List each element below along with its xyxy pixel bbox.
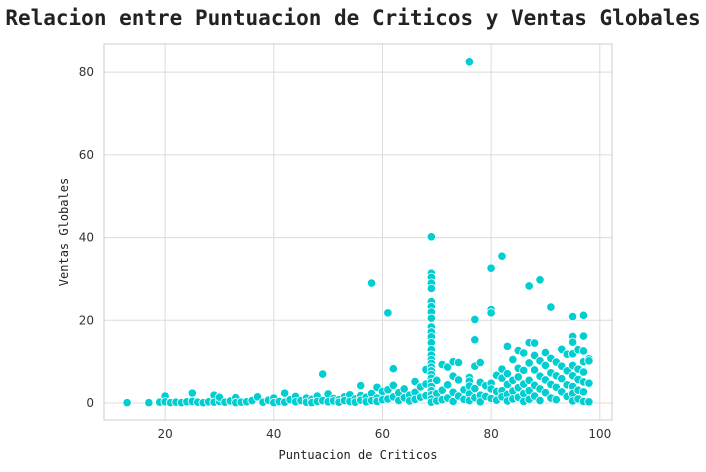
y-tick-label: 60 <box>79 148 94 162</box>
data-point <box>388 380 398 390</box>
data-point <box>524 281 534 291</box>
data-point <box>502 341 513 351</box>
plot-frame <box>103 43 613 421</box>
data-point <box>497 251 507 261</box>
data-point <box>578 367 589 377</box>
data-point <box>388 364 398 374</box>
data-point <box>475 397 485 407</box>
data-point <box>443 380 453 390</box>
grid-lines <box>104 44 612 420</box>
y-tick-labels: 0 20 40 60 80 <box>79 65 94 410</box>
data-point <box>443 362 453 372</box>
data-point <box>519 365 529 375</box>
data-point <box>383 308 393 318</box>
chart-title: Relacion entre Puntuacion de Criticos y … <box>5 6 701 30</box>
data-point <box>578 310 589 320</box>
data-point <box>578 387 589 397</box>
data-point <box>426 232 436 242</box>
data-point <box>122 398 132 408</box>
data-point <box>426 283 436 294</box>
data-point <box>584 397 594 407</box>
data-point <box>584 356 594 366</box>
data-point <box>535 275 545 285</box>
data-point <box>187 388 197 398</box>
x-tick-label: 40 <box>266 427 281 441</box>
data-point <box>453 375 464 385</box>
data-point <box>540 347 551 358</box>
data-point <box>551 395 561 405</box>
data-point <box>529 350 540 361</box>
y-tick-label: 0 <box>86 396 94 410</box>
data-point <box>144 398 154 408</box>
y-axis-label: Ventas Globales <box>57 178 71 286</box>
x-tick-labels: 20 40 60 80 100 <box>157 427 611 441</box>
data-point <box>356 381 366 391</box>
data-point <box>464 57 474 67</box>
data-point <box>437 385 447 395</box>
data-point <box>529 338 540 348</box>
x-tick-label: 20 <box>157 427 172 441</box>
x-axis-label: Puntuacion de Criticos <box>279 448 438 462</box>
data-point <box>280 388 290 398</box>
data-point <box>513 372 523 382</box>
data-point <box>453 357 464 368</box>
data-point <box>519 348 529 358</box>
data-point <box>557 374 567 384</box>
y-tick-label: 80 <box>79 65 94 79</box>
data-point <box>568 337 578 347</box>
data-point <box>470 314 480 325</box>
x-tick-label: 100 <box>588 427 611 441</box>
data-point <box>426 313 436 323</box>
data-point <box>252 392 263 402</box>
data-point <box>524 358 534 368</box>
x-tick-label: 80 <box>483 427 498 441</box>
data-point <box>318 369 328 379</box>
y-tick-label: 20 <box>79 313 94 327</box>
data-points <box>122 57 594 408</box>
data-point <box>568 311 578 322</box>
data-point <box>584 378 594 388</box>
data-point <box>486 263 496 273</box>
data-point <box>578 346 589 356</box>
y-tick-label: 40 <box>79 231 94 245</box>
data-point <box>508 355 518 365</box>
data-point <box>486 308 496 318</box>
data-point <box>432 375 442 385</box>
data-point <box>546 302 556 312</box>
data-point <box>540 360 551 370</box>
data-point <box>448 396 458 406</box>
x-tick-label: 60 <box>375 427 390 441</box>
data-point <box>470 335 480 345</box>
data-point <box>535 395 545 406</box>
data-point <box>578 331 589 341</box>
data-point <box>502 369 513 379</box>
data-point <box>366 278 377 288</box>
data-point <box>475 357 485 368</box>
data-point <box>540 388 551 398</box>
data-point <box>470 383 480 394</box>
data-point <box>529 365 540 375</box>
data-point <box>410 376 420 387</box>
